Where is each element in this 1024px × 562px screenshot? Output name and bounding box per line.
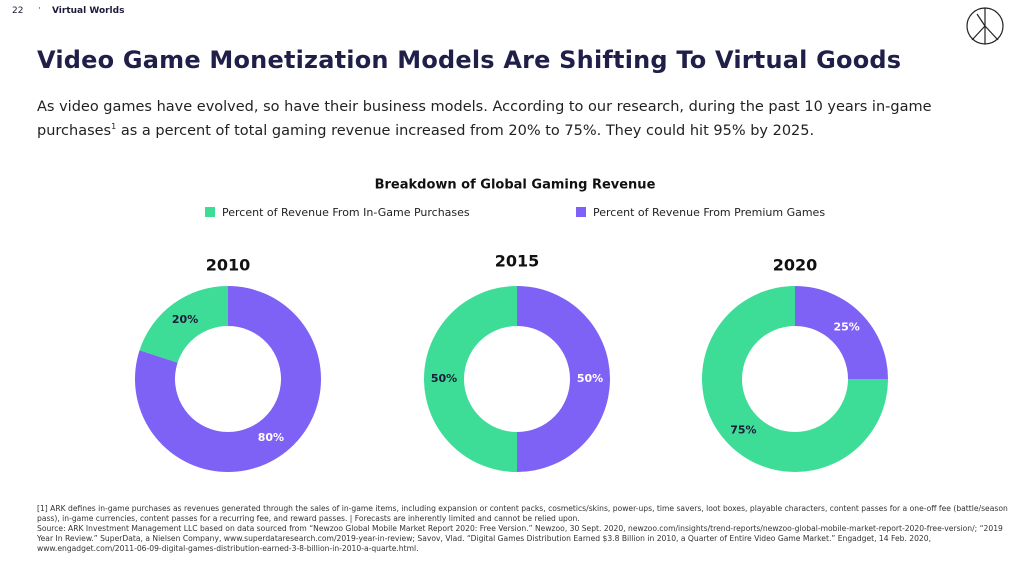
separator: ·	[38, 4, 41, 14]
footnote: [1] ARK defines in-game purchases as rev…	[37, 504, 1008, 523]
value-label: 50%	[431, 372, 457, 385]
chart-area: Breakdown of Global Gaming Revenue Perce…	[135, 7, 1004, 472]
value-label: 20%	[172, 313, 198, 326]
legend-label: Percent of Revenue From Premium Games	[593, 206, 825, 219]
legend-swatch	[576, 207, 586, 217]
logo	[966, 7, 1004, 45]
intro-part: As video games have evolved, so have the…	[37, 99, 932, 139]
footnotes: [1] ARK defines in-game purchases as rev…	[37, 504, 1012, 554]
legend-label: Percent of Revenue From In-Game Purchase…	[222, 206, 470, 219]
donut-segment	[424, 286, 517, 472]
chart-title: 2010	[206, 256, 251, 275]
section-label: Virtual Worlds	[52, 6, 125, 16]
footnote-ref: 1	[111, 122, 117, 131]
donut-segment	[702, 286, 888, 472]
chart-title: 2015	[495, 252, 540, 271]
donut-segment	[795, 286, 888, 379]
donut-segment	[135, 286, 321, 472]
intro-text: As video games have evolved, so have the…	[37, 97, 987, 141]
value-label: 75%	[730, 424, 756, 437]
donut-segment	[517, 286, 610, 472]
chart-title: 2020	[773, 256, 818, 275]
value-label: 50%	[577, 372, 603, 385]
value-label: 80%	[258, 431, 284, 444]
value-label: 25%	[833, 320, 859, 333]
legend-swatch	[205, 207, 215, 217]
intro-part: as a percent of total gaming revenue inc…	[116, 122, 815, 139]
slide-title: Video Game Monetization Models Are Shift…	[37, 46, 902, 74]
figure-title: Breakdown of Global Gaming Revenue	[375, 178, 656, 193]
donut-segment	[139, 286, 228, 363]
footnote: Source: ARK Investment Management LLC ba…	[37, 524, 1003, 553]
page-number: 22	[12, 6, 24, 16]
